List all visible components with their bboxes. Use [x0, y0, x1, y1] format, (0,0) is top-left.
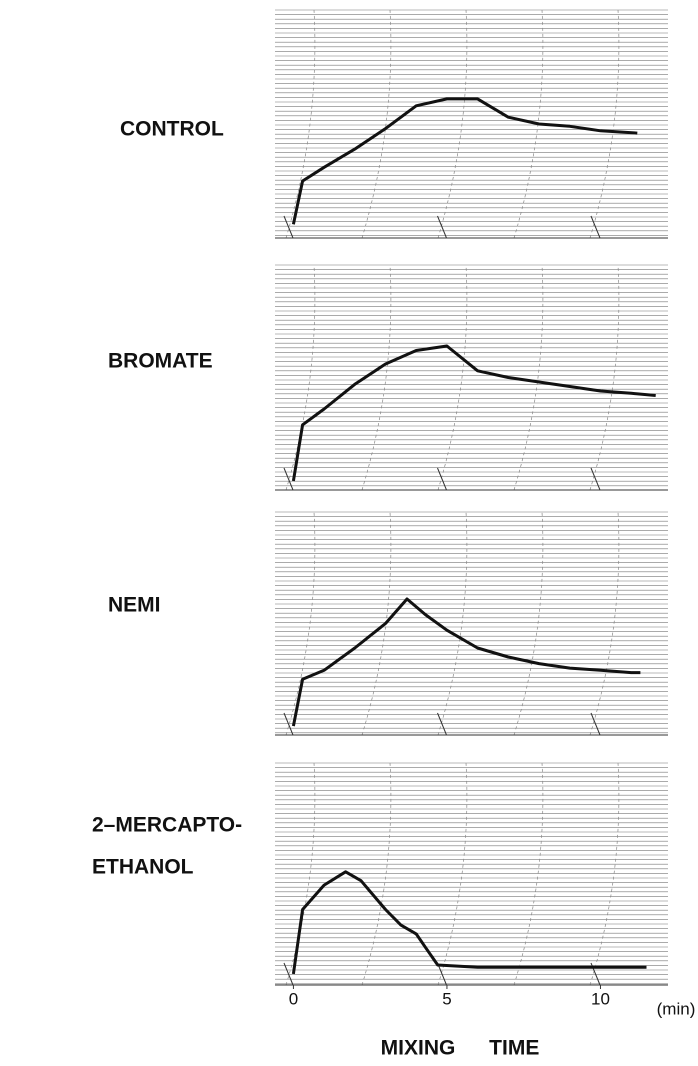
- chart-paper: [275, 10, 668, 238]
- paper-mark: [438, 216, 447, 238]
- paper-mark: [438, 713, 447, 735]
- paper-arc: [590, 10, 619, 238]
- paper-arc: [438, 10, 467, 238]
- x-tick-label: 10: [591, 989, 610, 1008]
- paper-arc: [590, 512, 619, 735]
- paper-arc: [514, 512, 543, 735]
- paper-arc: [362, 10, 391, 238]
- chart-title: 2–MERCAPTO-: [92, 814, 242, 837]
- paper-arc: [286, 10, 315, 238]
- chart-title: BROMATE: [108, 350, 213, 373]
- x-axis-label: MIXING TIME: [381, 1037, 540, 1060]
- chart-title: NEMI: [108, 594, 161, 617]
- chart-paper: [275, 512, 668, 735]
- chart-paper: [275, 265, 668, 490]
- paper-arc: [286, 265, 315, 490]
- chart-paper: [275, 763, 668, 985]
- chart-title: CONTROL: [120, 118, 224, 141]
- paper-mark: [438, 468, 447, 490]
- paper-arc: [438, 512, 467, 735]
- x-tick-label: 0: [289, 989, 298, 1008]
- x-tick-label: 5: [442, 989, 451, 1008]
- figure: CONTROL BROMATE NEMI 2–MERCAPTO- ETHANOL 0 5 10…: [0, 0, 698, 1061]
- paper-arc: [286, 512, 315, 735]
- chart-title: ETHANOL: [92, 856, 194, 879]
- paper-arc: [590, 265, 619, 490]
- paper-arc: [438, 265, 467, 490]
- x-unit: (min): [657, 999, 696, 1018]
